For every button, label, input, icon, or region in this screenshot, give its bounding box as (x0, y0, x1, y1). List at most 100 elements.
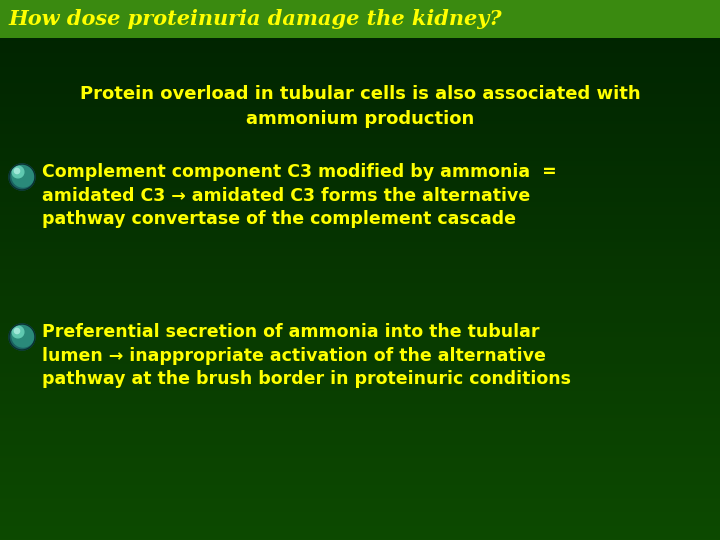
Bar (0, 497, 720, 498)
Bar (0, 407, 720, 408)
Bar (0, 492, 720, 493)
Bar (0, 150, 720, 151)
Bar (0, 372, 720, 373)
Bar (0, 22, 720, 23)
Bar (0, 4, 720, 5)
Bar (0, 479, 720, 480)
Bar (0, 353, 720, 354)
Bar (0, 63, 720, 64)
Bar (0, 172, 720, 173)
Bar (0, 322, 720, 323)
Bar (0, 518, 720, 519)
Bar (0, 57, 720, 58)
Bar (0, 220, 720, 221)
Bar (0, 100, 720, 101)
Bar (0, 329, 720, 330)
Bar (0, 17, 720, 18)
Bar (0, 462, 720, 463)
Bar (0, 15, 720, 16)
Bar (0, 515, 720, 516)
Bar (0, 413, 720, 414)
Bar (0, 101, 720, 102)
Bar (0, 379, 720, 380)
Bar (0, 3, 720, 4)
Bar (0, 328, 720, 329)
Bar (0, 511, 720, 512)
Bar (0, 517, 720, 518)
Bar (0, 526, 720, 527)
Bar (0, 312, 720, 313)
Bar (0, 484, 720, 485)
Bar (0, 166, 720, 167)
Bar (0, 506, 720, 507)
Bar (0, 151, 720, 152)
Bar (0, 68, 720, 69)
Bar (0, 422, 720, 423)
Bar (0, 490, 720, 491)
Bar (0, 51, 720, 52)
Bar (0, 50, 720, 51)
Bar (0, 537, 720, 538)
Bar (0, 164, 720, 165)
Bar (0, 356, 720, 357)
Bar (0, 195, 720, 196)
Bar (0, 227, 720, 228)
Bar (0, 85, 720, 86)
Bar (0, 472, 720, 473)
Bar (0, 174, 720, 175)
Bar (0, 111, 720, 112)
Bar (0, 525, 720, 526)
Bar (0, 12, 720, 13)
Text: Protein overload in tubular cells is also associated with: Protein overload in tubular cells is als… (80, 85, 640, 103)
Bar (0, 58, 720, 59)
Bar (0, 339, 720, 340)
Bar (0, 248, 720, 249)
Bar (0, 109, 720, 110)
Bar (0, 191, 720, 192)
Bar (0, 418, 720, 419)
Bar (0, 117, 720, 118)
Bar (0, 466, 720, 467)
Bar (0, 299, 720, 300)
Bar (0, 88, 720, 89)
Bar (0, 495, 720, 496)
Bar (0, 347, 720, 348)
Bar (0, 345, 720, 346)
Bar (0, 388, 720, 389)
Bar (0, 41, 720, 42)
Bar (0, 214, 720, 215)
Bar (0, 302, 720, 303)
Bar (0, 505, 720, 506)
Bar (0, 533, 720, 534)
Bar (0, 513, 720, 514)
Bar (0, 128, 720, 129)
Bar (0, 168, 720, 169)
Bar (0, 397, 720, 398)
Bar (0, 95, 720, 96)
Bar (0, 361, 720, 362)
Bar (0, 66, 720, 67)
Bar (0, 213, 720, 214)
Bar (0, 33, 720, 34)
Bar (0, 152, 720, 153)
Bar (0, 405, 720, 406)
Bar (0, 277, 720, 278)
Bar (0, 123, 720, 124)
Bar (0, 378, 720, 379)
Bar (0, 426, 720, 427)
Bar (0, 527, 720, 528)
Bar (0, 317, 720, 318)
Bar (0, 531, 720, 532)
Bar (0, 385, 720, 386)
Bar (0, 349, 720, 350)
Bar (0, 300, 720, 301)
Bar (0, 434, 720, 435)
Bar (0, 8, 720, 9)
Bar (0, 212, 720, 213)
Circle shape (9, 164, 35, 190)
Bar (0, 350, 720, 351)
Bar (0, 171, 720, 172)
Bar (0, 400, 720, 401)
Bar (0, 290, 720, 291)
Bar (0, 135, 720, 136)
